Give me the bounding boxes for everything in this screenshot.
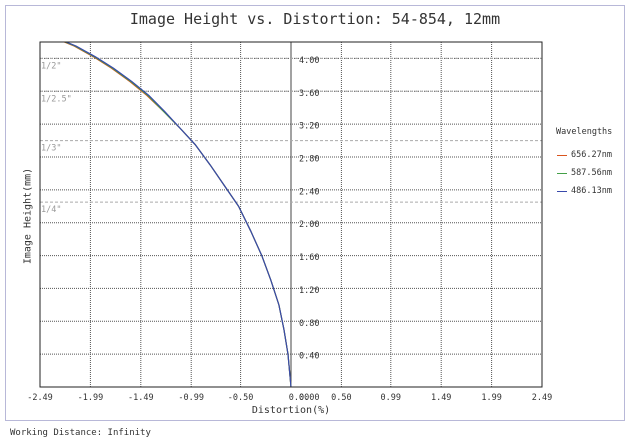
y-tick-label: 1.20 <box>299 286 319 296</box>
x-tick-label: -1.49 <box>128 393 154 403</box>
y-tick-label: 0.80 <box>299 319 319 329</box>
x-tick-label: -1.99 <box>78 393 104 403</box>
x-tick-label: 0.50 <box>331 393 351 403</box>
y-axis-label: Image Height(mm) <box>22 167 34 265</box>
series-line-486.13nm <box>65 42 292 387</box>
legend-swatch <box>557 154 567 156</box>
x-tick-label: 2.49 <box>532 393 552 403</box>
series-line-656.27nm <box>63 42 292 387</box>
y-tick-label: 2.00 <box>299 220 319 230</box>
y-tick-label: 4.00 <box>299 56 319 66</box>
plot-area-border <box>39 41 543 388</box>
x-tick-label: -0.99 <box>178 393 204 403</box>
working-distance-note: Working Distance: Infinity <box>10 428 151 438</box>
x-tick-label: 0.99 <box>381 393 401 403</box>
y-tick-label: 0.40 <box>299 352 319 362</box>
y-tick-label: 3.60 <box>299 89 319 99</box>
legend-item: 486.13nm <box>556 182 612 200</box>
sensor-format-label: 1/3" <box>41 144 61 154</box>
legend-swatch <box>557 172 567 174</box>
legend: Wavelengths 656.27nm 587.56nm 486.13nm <box>556 127 612 200</box>
sensor-format-label: 1/2" <box>41 61 61 71</box>
x-tick-label: 1.49 <box>431 393 451 403</box>
y-tick-label: 2.40 <box>299 187 319 197</box>
legend-label: 656.27nm <box>571 150 612 160</box>
sensor-format-label: 1/2.5" <box>41 94 72 104</box>
x-tick-label: -2.49 <box>27 393 53 403</box>
y-tick-label: 3.20 <box>299 122 319 132</box>
legend-swatch <box>557 190 567 192</box>
legend-item: 587.56nm <box>556 164 612 182</box>
legend-label: 486.13nm <box>571 186 612 196</box>
legend-label: 587.56nm <box>571 168 612 178</box>
chart-title: Image Height vs. Distortion: 54-854, 12m… <box>129 10 501 28</box>
x-tick-label: -0.50 <box>228 393 254 403</box>
legend-title: Wavelengths <box>556 127 613 137</box>
x-tick-label: 0.00 <box>289 393 309 403</box>
chart-frame <box>5 5 625 421</box>
sensor-format-label: 1/4" <box>41 205 61 215</box>
x-tick-label: 1.99 <box>481 393 501 403</box>
y-tick-label: 1.60 <box>299 253 319 263</box>
y-tick-label: 0.00 <box>299 393 319 403</box>
x-axis-label: Distortion(%) <box>251 405 331 416</box>
series-line-587.56nm <box>64 42 292 387</box>
legend-item: 656.27nm <box>556 146 612 164</box>
y-tick-label: 2.80 <box>299 155 319 165</box>
